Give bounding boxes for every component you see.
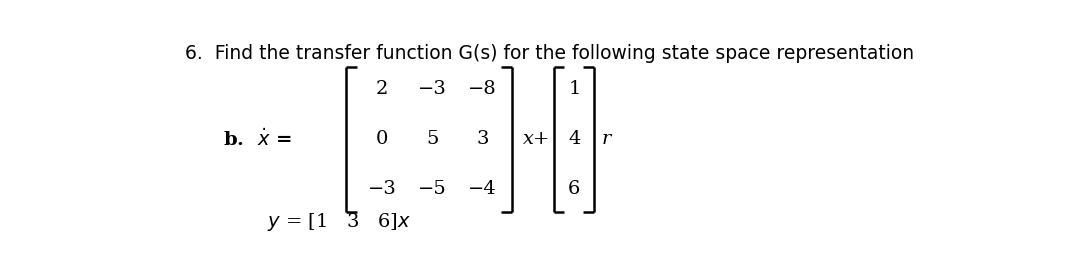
Text: 0: 0	[376, 130, 388, 148]
Text: 2: 2	[376, 80, 388, 99]
Text: −5: −5	[418, 180, 446, 198]
Text: 5: 5	[426, 130, 438, 148]
Text: −4: −4	[468, 180, 497, 198]
Text: −3: −3	[367, 180, 396, 198]
Text: −8: −8	[468, 80, 497, 99]
Text: 6.  Find the transfer function G(s) for the following state space representation: 6. Find the transfer function G(s) for t…	[186, 44, 915, 63]
Text: 6: 6	[568, 180, 581, 198]
Text: −3: −3	[418, 80, 446, 99]
Text: r: r	[602, 130, 610, 148]
Text: x+: x+	[524, 130, 551, 148]
Text: 1: 1	[568, 80, 581, 99]
Text: b.  $\dot{x}$ =: b. $\dot{x}$ =	[222, 129, 292, 150]
Text: 3: 3	[476, 130, 488, 148]
Text: $y$ = [1   3   6]$x$: $y$ = [1 3 6]$x$	[267, 211, 411, 233]
Text: 4: 4	[568, 130, 581, 148]
